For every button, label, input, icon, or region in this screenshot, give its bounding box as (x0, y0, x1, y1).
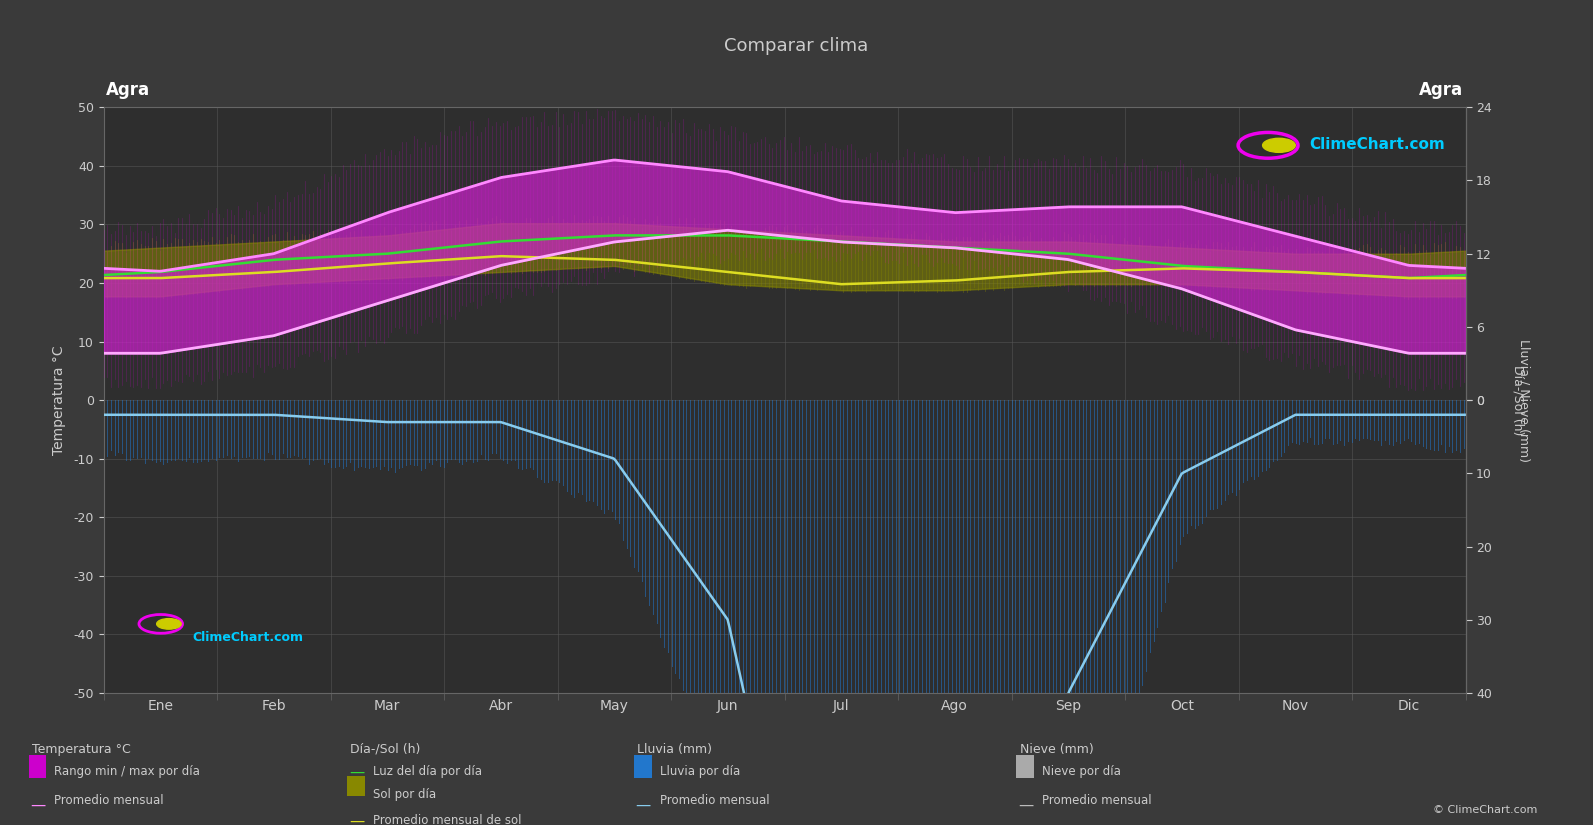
Text: © ClimeChart.com: © ClimeChart.com (1432, 804, 1537, 814)
Text: ClimeChart.com: ClimeChart.com (1309, 136, 1445, 152)
Y-axis label: Temperatura °C: Temperatura °C (53, 346, 67, 455)
Text: Lluvia (mm): Lluvia (mm) (637, 742, 712, 756)
Circle shape (1263, 139, 1295, 153)
Text: Promedio mensual: Promedio mensual (660, 794, 769, 808)
Y-axis label: Día-/Sol (h): Día-/Sol (h) (1512, 365, 1525, 436)
Text: Nieve por día: Nieve por día (1042, 765, 1121, 778)
Text: —: — (30, 798, 46, 813)
Text: Agra: Agra (107, 81, 150, 99)
Text: —: — (349, 765, 365, 780)
Text: Rango min / max por día: Rango min / max por día (54, 765, 201, 778)
Text: Temperatura °C: Temperatura °C (32, 742, 131, 756)
Text: Lluvia por día: Lluvia por día (660, 765, 739, 778)
Text: ClimeChart.com: ClimeChart.com (193, 631, 303, 644)
Text: Promedio mensual: Promedio mensual (1042, 794, 1152, 808)
Text: —: — (1018, 798, 1034, 813)
Text: Sol por día: Sol por día (373, 788, 436, 801)
Text: Promedio mensual de sol: Promedio mensual de sol (373, 814, 521, 825)
Text: —: — (349, 814, 365, 825)
Circle shape (156, 619, 182, 629)
Text: Agra: Agra (1419, 81, 1462, 99)
Text: Día-/Sol (h): Día-/Sol (h) (350, 742, 421, 756)
Text: Promedio mensual: Promedio mensual (54, 794, 164, 808)
Text: Luz del día por día: Luz del día por día (373, 765, 481, 778)
Text: Comparar clima: Comparar clima (725, 37, 868, 55)
Y-axis label: Lluvia / Nieve (mm): Lluvia / Nieve (mm) (1518, 338, 1531, 462)
Text: —: — (636, 798, 652, 813)
Text: Nieve (mm): Nieve (mm) (1020, 742, 1093, 756)
